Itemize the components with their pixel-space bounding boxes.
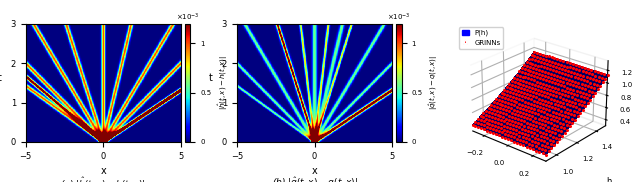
X-axis label: x: x — [312, 166, 317, 176]
Title: $\times 10^{-3}$: $\times 10^{-3}$ — [387, 12, 411, 23]
X-axis label: x: x — [100, 166, 106, 176]
Text: (b) $|\hat{q}(t,x) - q(t,x)|$: (b) $|\hat{q}(t,x) - q(t,x)|$ — [271, 175, 358, 182]
Title: $\times 10^{-3}$: $\times 10^{-3}$ — [176, 12, 200, 23]
Y-axis label: h: h — [606, 177, 611, 182]
Y-axis label: $|\hat{h}(t,x) - h(t,x)|$: $|\hat{h}(t,x) - h(t,x)|$ — [217, 55, 230, 110]
Y-axis label: t: t — [209, 73, 212, 83]
Legend: P(h), GRINNs: P(h), GRINNs — [459, 27, 503, 49]
Text: (a) $|\hat{h}(t,x) - h(t,x)|$: (a) $|\hat{h}(t,x) - h(t,x)|$ — [61, 175, 146, 182]
Y-axis label: t: t — [0, 73, 1, 83]
Y-axis label: $|\hat{q}(t,x) - q(t,x)|$: $|\hat{q}(t,x) - q(t,x)|$ — [428, 55, 440, 110]
